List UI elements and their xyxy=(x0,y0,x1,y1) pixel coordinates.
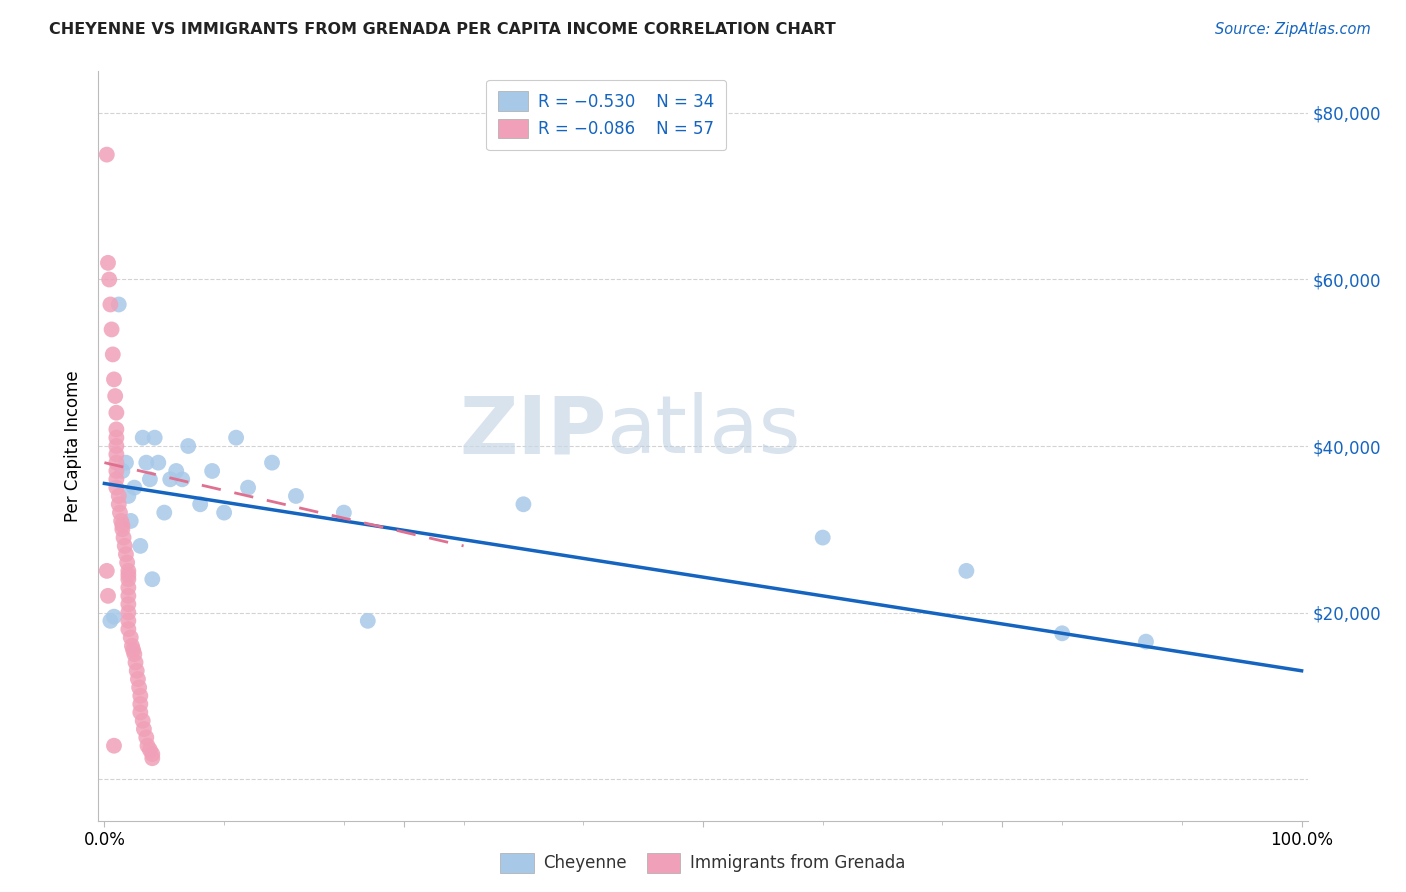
Point xyxy=(107,497,129,511)
Point xyxy=(112,531,135,545)
Point xyxy=(120,514,142,528)
Point xyxy=(100,297,122,311)
Point xyxy=(120,631,142,645)
Point xyxy=(107,297,129,311)
Point xyxy=(110,514,132,528)
Point xyxy=(139,743,162,757)
Point xyxy=(141,751,163,765)
Point xyxy=(955,564,977,578)
Point xyxy=(117,564,139,578)
Point xyxy=(97,256,120,270)
Point xyxy=(105,422,128,436)
Point xyxy=(111,518,134,533)
Point xyxy=(104,389,127,403)
Point xyxy=(1135,634,1157,648)
Point xyxy=(141,572,163,586)
Point xyxy=(132,714,155,728)
Point xyxy=(111,464,134,478)
Text: Source: ZipAtlas.com: Source: ZipAtlas.com xyxy=(1215,22,1371,37)
Point xyxy=(132,722,155,736)
Point xyxy=(105,439,128,453)
Point xyxy=(132,431,155,445)
Legend: R = −0.530    N = 34, R = −0.086    N = 57: R = −0.530 N = 34, R = −0.086 N = 57 xyxy=(486,79,725,150)
Point xyxy=(105,472,128,486)
Legend: Cheyenne, Immigrants from Grenada: Cheyenne, Immigrants from Grenada xyxy=(494,847,912,880)
Point xyxy=(159,472,181,486)
Point xyxy=(98,272,121,286)
Point xyxy=(121,639,143,653)
Point xyxy=(115,456,138,470)
Point xyxy=(105,464,128,478)
Point xyxy=(117,589,139,603)
Point xyxy=(117,614,139,628)
Point xyxy=(284,489,307,503)
Point xyxy=(115,556,138,570)
Point xyxy=(129,697,152,711)
Point xyxy=(135,731,157,745)
Point xyxy=(122,643,145,657)
Point xyxy=(117,572,139,586)
Point xyxy=(117,597,139,611)
Point xyxy=(100,322,122,336)
Point xyxy=(96,147,118,161)
Text: ZIP: ZIP xyxy=(458,392,606,470)
Point xyxy=(108,506,131,520)
Point xyxy=(105,406,128,420)
Point xyxy=(105,456,128,470)
Point xyxy=(117,489,139,503)
Point xyxy=(117,606,139,620)
Point xyxy=(139,472,162,486)
Point xyxy=(153,506,176,520)
Point xyxy=(111,522,134,536)
Point xyxy=(236,481,259,495)
Point xyxy=(124,481,146,495)
Point xyxy=(105,431,128,445)
Point xyxy=(117,568,139,582)
Point xyxy=(103,372,125,386)
Point xyxy=(188,497,211,511)
Point xyxy=(129,689,152,703)
Text: CHEYENNE VS IMMIGRANTS FROM GRENADA PER CAPITA INCOME CORRELATION CHART: CHEYENNE VS IMMIGRANTS FROM GRENADA PER … xyxy=(49,22,837,37)
Point xyxy=(212,506,235,520)
Point xyxy=(260,456,283,470)
Point xyxy=(143,431,166,445)
Point xyxy=(165,464,187,478)
Point xyxy=(117,581,139,595)
Point xyxy=(136,739,159,753)
Point xyxy=(357,614,380,628)
Point xyxy=(1050,626,1073,640)
Point xyxy=(114,539,136,553)
Point xyxy=(125,664,148,678)
Point xyxy=(333,506,356,520)
Point xyxy=(107,489,129,503)
Point xyxy=(135,456,157,470)
Point xyxy=(141,747,163,761)
Point xyxy=(177,439,200,453)
Point xyxy=(148,456,170,470)
Point xyxy=(127,672,149,686)
Text: atlas: atlas xyxy=(606,392,800,470)
Point xyxy=(129,539,152,553)
Point xyxy=(96,564,118,578)
Point xyxy=(97,589,120,603)
Point xyxy=(811,531,834,545)
Point xyxy=(105,447,128,461)
Point xyxy=(201,464,224,478)
Point xyxy=(103,609,125,624)
Point xyxy=(128,681,150,695)
Point xyxy=(172,472,194,486)
Point xyxy=(117,622,139,636)
Point xyxy=(124,647,146,661)
Point xyxy=(100,614,122,628)
Point xyxy=(105,481,128,495)
Point xyxy=(101,347,124,361)
Point xyxy=(512,497,534,511)
Point xyxy=(129,706,152,720)
Point xyxy=(103,739,125,753)
Point xyxy=(115,547,138,561)
Point xyxy=(225,431,247,445)
Y-axis label: Per Capita Income: Per Capita Income xyxy=(65,370,83,522)
Point xyxy=(124,656,146,670)
